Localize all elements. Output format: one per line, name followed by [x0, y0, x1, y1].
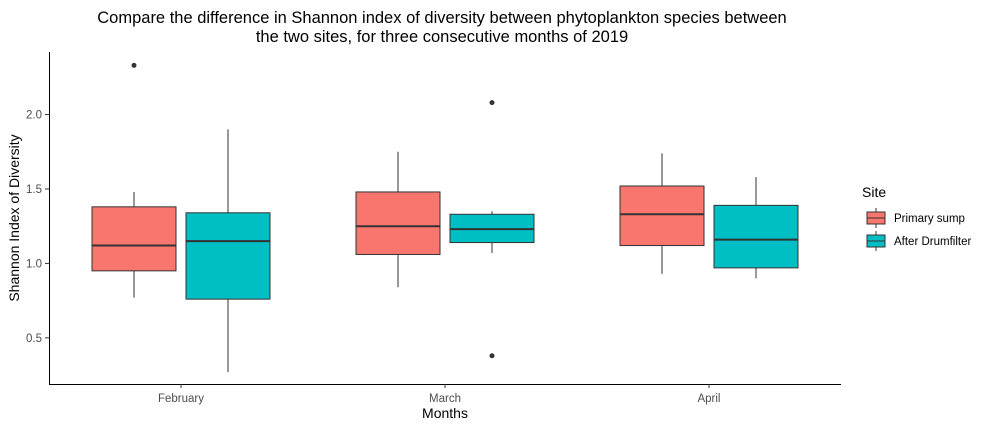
legend-item-primary-sump: Primary sump	[866, 208, 965, 228]
box-after-drumfilter-march	[449, 100, 535, 359]
outlier-point	[131, 62, 137, 68]
x-axis-title: Months	[422, 405, 468, 421]
legend-label: After Drumfilter	[894, 236, 971, 248]
box-after-drumfilter-february	[185, 129, 271, 373]
y-axis-title: Shannon Index of Diversity	[6, 134, 22, 301]
outlier-point	[489, 353, 495, 359]
legend-title: Site	[862, 184, 886, 200]
box-after-drumfilter-april	[713, 177, 799, 279]
y-tick-label: 1.5	[26, 184, 42, 196]
chart-title-line-1: Compare the difference in Shannon index …	[97, 9, 786, 27]
x-tick-label: April	[697, 393, 720, 405]
y-tick-label: 2.0	[26, 110, 42, 122]
legend: Site Primary sump After Drumfilter	[862, 184, 971, 251]
y-tick-label: 0.5	[26, 333, 42, 345]
chart-title-line-2: the two sites, for three consecutive mon…	[256, 28, 628, 46]
box-body	[355, 191, 441, 255]
legend-label: Primary sump	[894, 213, 965, 225]
box-body	[619, 185, 705, 247]
legend-item-after-drumfilter: After Drumfilter	[866, 231, 971, 251]
box-primary-sump-february	[91, 62, 177, 298]
outlier-point	[489, 100, 495, 106]
box-body	[91, 206, 177, 272]
y-tick-label: 1.0	[26, 258, 42, 270]
plot-area	[91, 62, 799, 373]
box-body	[185, 212, 271, 300]
box-primary-sump-march	[355, 151, 441, 288]
box-body	[713, 204, 799, 269]
x-tick-label: March	[429, 393, 461, 405]
x-tick-label: February	[158, 393, 204, 405]
box-primary-sump-april	[619, 153, 705, 274]
